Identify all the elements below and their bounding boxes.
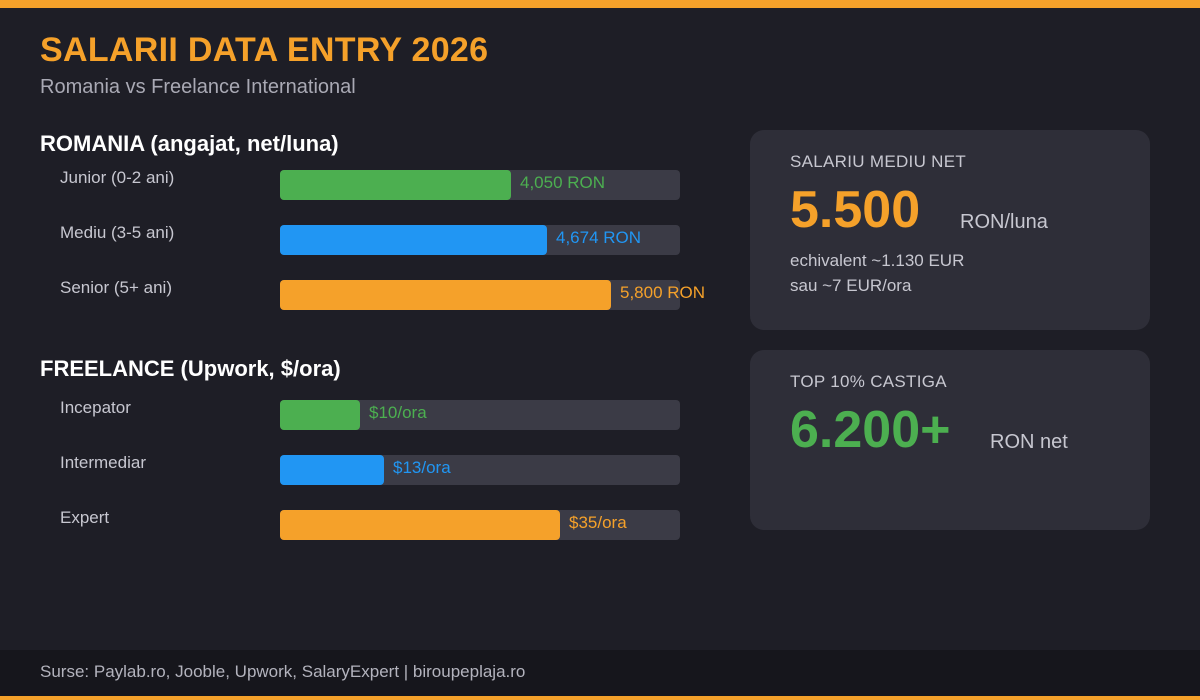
page-subtitle: Romania vs Freelance International <box>40 76 356 98</box>
bar-category-label: Intermediar <box>60 453 146 472</box>
romania-chart-title: ROMANIA (angajat, net/luna) <box>40 131 339 156</box>
average-salary-hourly-note: sau ~7 EUR/ora <box>790 276 912 295</box>
top-earners-label: TOP 10% CASTIGA <box>790 372 947 391</box>
bar-value-label: $35/ora <box>569 513 627 532</box>
average-salary-unit: RON/luna <box>960 211 1048 233</box>
footer-sources: Surse: Paylab.ro, Jooble, Upwork, Salary… <box>40 662 526 681</box>
bar-value-label: $10/ora <box>369 403 427 422</box>
bar-row: Intermediar $13/ora <box>0 453 740 487</box>
top-earners-unit: RON net <box>990 431 1068 453</box>
bar-row: Junior (0-2 ani) 4,050 RON <box>0 168 740 202</box>
average-salary-card: SALARIU MEDIU NET 5.500 RON/luna echival… <box>750 130 1150 330</box>
bar <box>280 225 547 255</box>
top-earners-card: TOP 10% CASTIGA 6.200+ RON net <box>750 350 1150 530</box>
top-earners-value: 6.200+ <box>790 401 951 459</box>
freelance-chart-title: FREELANCE (Upwork, $/ora) <box>40 356 341 381</box>
average-salary-label: SALARIU MEDIU NET <box>790 152 967 171</box>
bar-value-label: 4,674 RON <box>556 228 642 247</box>
bar-category-label: Mediu (3-5 ani) <box>60 223 175 242</box>
bar-category-label: Incepator <box>60 398 131 417</box>
bar-value-label: 5,800 RON <box>620 283 706 302</box>
bar-row: Senior (5+ ani) 5,800 RON <box>0 278 740 312</box>
bar <box>280 455 384 485</box>
top-accent-bar <box>0 0 1200 8</box>
average-salary-eur-note: echivalent ~1.130 EUR <box>790 251 965 270</box>
bar-row: Mediu (3-5 ani) 4,674 RON <box>0 223 740 257</box>
footer: Surse: Paylab.ro, Jooble, Upwork, Salary… <box>0 650 1200 696</box>
bar-category-label: Senior (5+ ani) <box>60 278 172 297</box>
bar-row: Incepator $10/ora <box>0 398 740 432</box>
bar <box>280 170 511 200</box>
average-salary-value: 5.500 <box>790 181 921 239</box>
bar <box>280 400 360 430</box>
bar <box>280 280 611 310</box>
bar-row: Expert $35/ora <box>0 508 740 542</box>
page-title: SALARII DATA ENTRY 2026 <box>40 31 489 69</box>
bar-category-label: Expert <box>60 508 110 527</box>
bottom-accent-bar <box>0 696 1200 700</box>
bar-category-label: Junior (0-2 ani) <box>60 168 175 187</box>
bar-value-label: 4,050 RON <box>520 173 606 192</box>
bar-value-label: $13/ora <box>393 458 451 477</box>
bar <box>280 510 560 540</box>
